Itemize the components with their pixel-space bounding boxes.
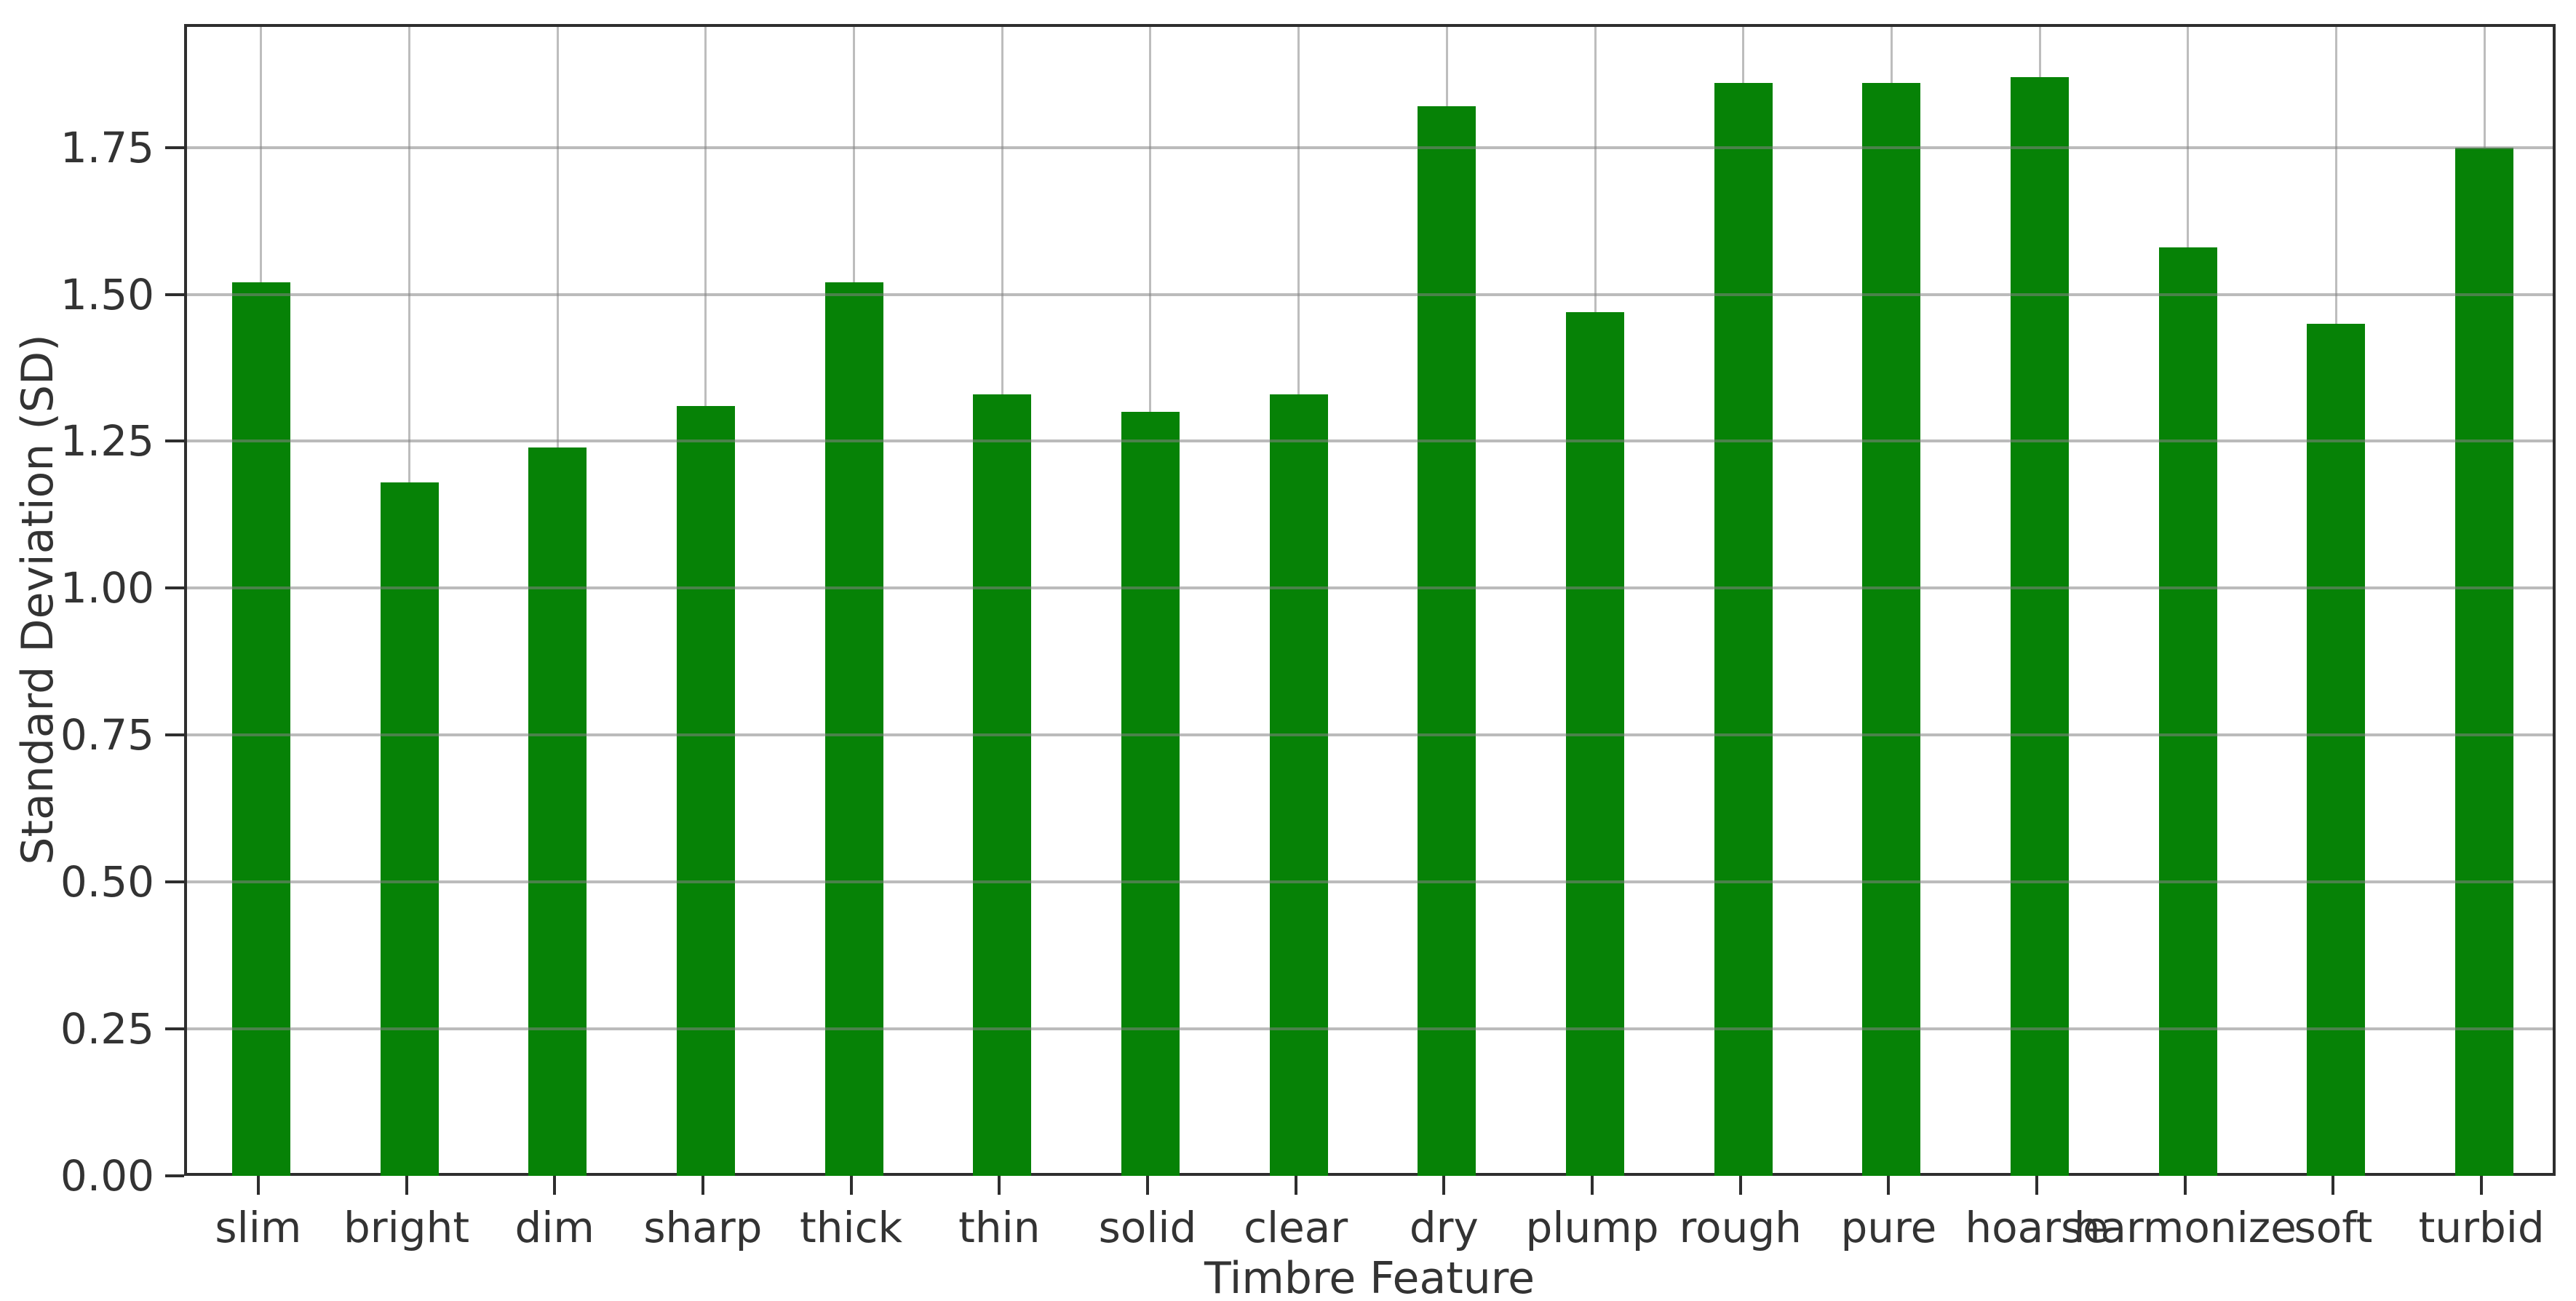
x-tick-mark-turbid — [2480, 1176, 2484, 1195]
x-tick-mark-clear — [1294, 1176, 1297, 1195]
y-gridline-0.75 — [187, 733, 2553, 737]
y-tick-mark-1.25 — [165, 439, 184, 443]
bar-soft — [2307, 323, 2366, 1176]
x-tick-label-solid: solid — [1098, 1203, 1197, 1252]
y-tick-mark-1.50 — [165, 293, 184, 296]
x-tick-mark-sharp — [701, 1176, 704, 1195]
x-tick-mark-thin — [998, 1176, 1001, 1195]
bar-hoarse — [2011, 76, 2070, 1176]
x-tick-label-plump: plump — [1525, 1203, 1659, 1252]
x-tick-label-dim: dim — [514, 1203, 595, 1252]
x-tick-mark-dry — [1442, 1176, 1446, 1195]
x-tick-label-dry: dry — [1409, 1203, 1479, 1252]
bar-clear — [1269, 394, 1328, 1176]
x-tick-label-turbid: turbid — [2418, 1203, 2545, 1252]
y-gridline-1.00 — [187, 586, 2553, 590]
y-gridline-1.50 — [187, 293, 2553, 296]
y-tick-label-1.50: 1.50 — [60, 269, 154, 319]
x-tick-label-thin: thin — [958, 1203, 1041, 1252]
x-tick-label-clear: clear — [1244, 1203, 1348, 1252]
bar-turbid — [2455, 147, 2514, 1176]
y-tick-label-1.75: 1.75 — [60, 122, 154, 172]
x-tick-label-soft: soft — [2294, 1203, 2373, 1252]
y-tick-label-0.50: 0.50 — [60, 857, 154, 907]
bar-slim — [231, 282, 290, 1176]
bar-harmonize — [2158, 247, 2217, 1176]
x-tick-mark-slim — [256, 1176, 260, 1195]
y-gridline-0.50 — [187, 880, 2553, 884]
bar-dry — [1418, 106, 1476, 1176]
y-tick-mark-0.25 — [165, 1027, 184, 1031]
y-axis-title: Standard Deviation (SD) — [12, 334, 63, 865]
x-axis-title: Timbre Feature — [1204, 1253, 1535, 1301]
bar-pure — [1862, 82, 1921, 1176]
y-tick-mark-1.00 — [165, 586, 184, 590]
x-tick-mark-harmonize — [2183, 1176, 2187, 1195]
y-tick-label-1.00: 1.00 — [60, 563, 154, 613]
x-tick-mark-plump — [1591, 1176, 1594, 1195]
y-gridline-1.25 — [187, 439, 2553, 443]
y-tick-label-0.75: 0.75 — [60, 710, 154, 760]
bar-sharp — [676, 405, 735, 1176]
x-tick-label-rough: rough — [1679, 1203, 1802, 1252]
x-tick-mark-bright — [405, 1176, 408, 1195]
bar-thick — [824, 282, 883, 1176]
y-tick-mark-0.75 — [165, 733, 184, 737]
x-tick-mark-hoarse — [2035, 1176, 2039, 1195]
x-tick-mark-pure — [1887, 1176, 1891, 1195]
bar-rough — [1714, 82, 1773, 1176]
x-tick-label-harmonize: harmonize — [2073, 1203, 2297, 1252]
x-tick-mark-thick — [849, 1176, 853, 1195]
x-tick-label-pure: pure — [1840, 1203, 1937, 1252]
y-tick-mark-0.50 — [165, 880, 184, 884]
x-tick-label-sharp: sharp — [643, 1203, 763, 1252]
x-tick-label-slim: slim — [215, 1203, 302, 1252]
y-tick-mark-0.00 — [165, 1174, 184, 1177]
bar-solid — [1121, 412, 1180, 1176]
x-tick-label-thick: thick — [800, 1203, 903, 1252]
x-tick-label-bright: bright — [343, 1203, 470, 1252]
x-tick-mark-dim — [553, 1176, 557, 1195]
y-gridline-0.25 — [187, 1027, 2553, 1031]
y-tick-label-1.25: 1.25 — [60, 416, 154, 466]
bar-dim — [528, 447, 587, 1176]
y-tick-mark-1.75 — [165, 146, 184, 149]
x-tick-mark-solid — [1145, 1176, 1149, 1195]
y-tick-label-0.00: 0.00 — [60, 1151, 154, 1201]
y-gridline-1.75 — [187, 146, 2553, 149]
x-tick-mark-soft — [2331, 1176, 2335, 1195]
y-tick-label-0.25: 0.25 — [60, 1004, 154, 1054]
bar-thin — [973, 394, 1032, 1176]
plot-area — [184, 24, 2556, 1176]
bar-bright — [380, 482, 439, 1176]
bar-plump — [1566, 311, 1625, 1176]
x-tick-label-hoarse: hoarse — [1965, 1203, 2109, 1252]
x-tick-mark-rough — [1738, 1176, 1742, 1195]
